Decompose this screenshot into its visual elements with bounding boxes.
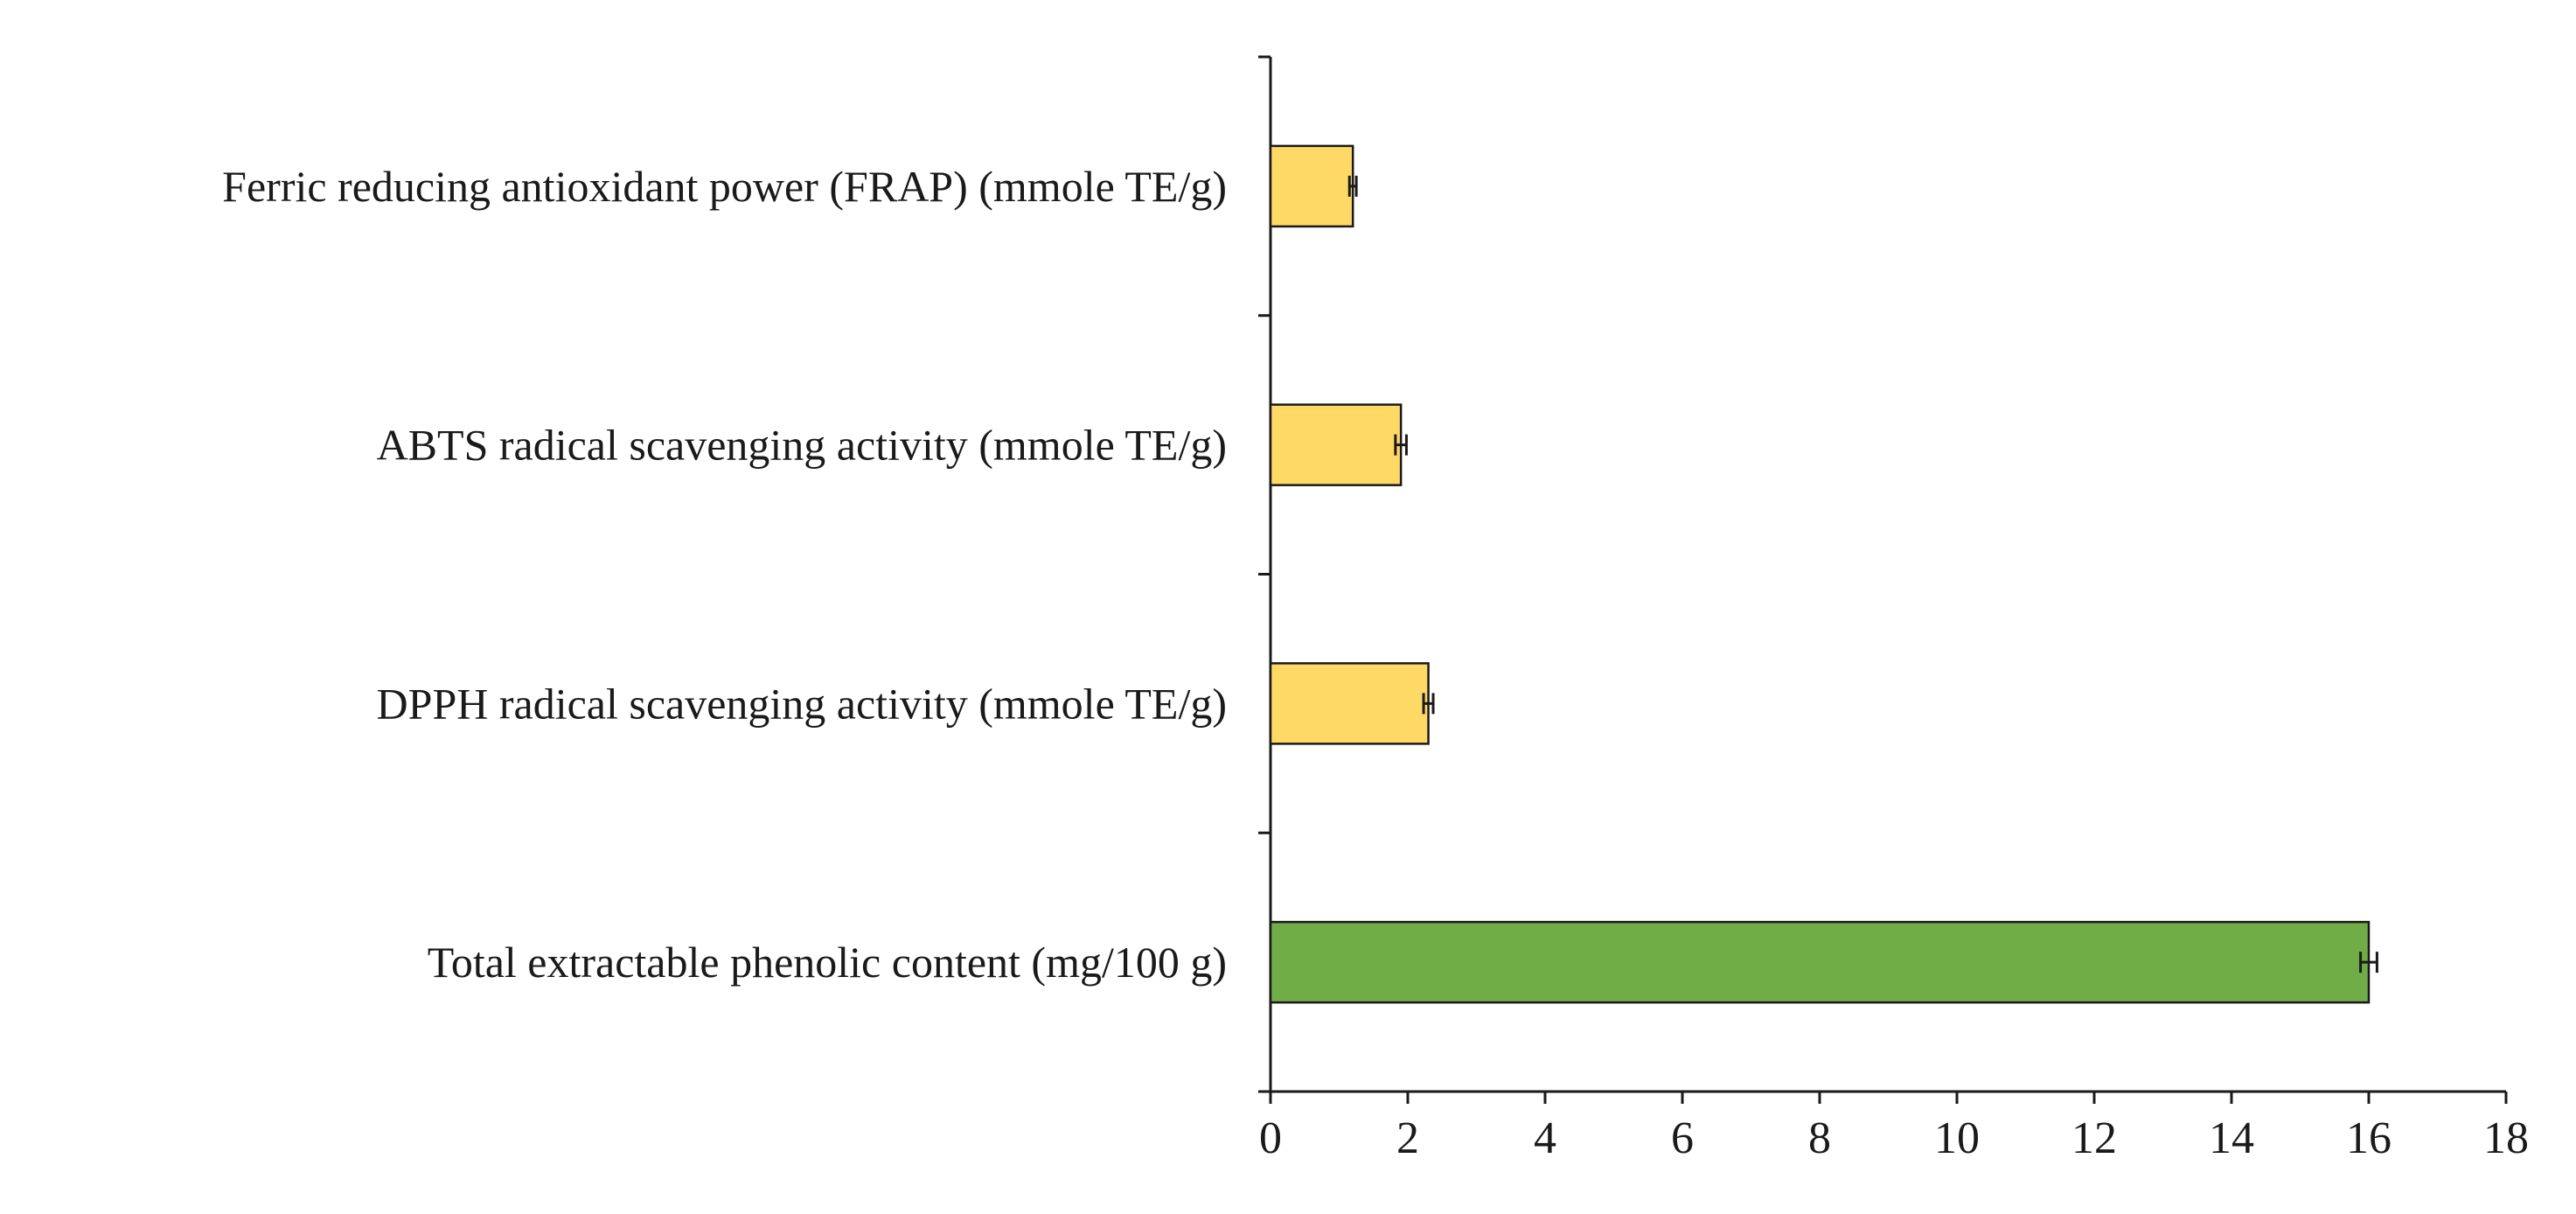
x-tick-label: 16 (2346, 1113, 2392, 1163)
x-tick-label: 0 (1259, 1113, 1282, 1163)
x-tick-label: 12 (2071, 1113, 2117, 1163)
category-label: ABTS radical scavenging activity (mmole … (377, 421, 1227, 470)
bar (1269, 144, 1354, 228)
bar (1269, 662, 1430, 745)
x-tick-label: 18 (2483, 1113, 2529, 1163)
category-label: DPPH radical scavenging activity (mmole … (377, 679, 1227, 728)
x-tick-label: 10 (1934, 1113, 1980, 1163)
x-tick-label: 6 (1671, 1113, 1694, 1163)
x-tick-label: 4 (1534, 1113, 1556, 1163)
category-label: Total extractable phenolic content (mg/1… (428, 938, 1227, 987)
x-tick-label: 14 (2209, 1113, 2254, 1163)
bar (1269, 920, 2371, 1004)
x-tick-label: 8 (1808, 1113, 1831, 1163)
x-tick-label: 2 (1396, 1113, 1419, 1163)
category-label: Ferric reducing antioxidant power (FRAP)… (222, 162, 1227, 211)
bar (1269, 403, 1403, 486)
